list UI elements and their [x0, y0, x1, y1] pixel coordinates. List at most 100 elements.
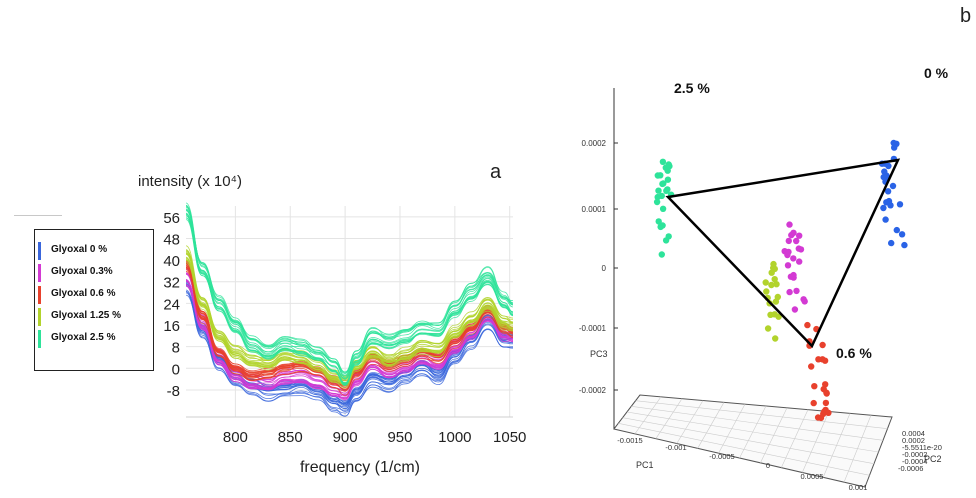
pca-point-2-5-15	[659, 205, 667, 212]
pca-point-2-5-0	[655, 218, 662, 225]
pc2-axis-label: PC2	[924, 454, 942, 464]
centroid-triangle	[665, 158, 901, 349]
legend-item-0: Glyoxal 0 %	[35, 242, 153, 260]
pca-point-0-6-15	[821, 357, 829, 364]
spectrum-glyoxal-1-25-13	[185, 259, 514, 389]
pca-point-0-6-14	[804, 321, 811, 329]
y-tick-8: -8	[167, 383, 180, 400]
pc1-tick-0: -0.0015	[617, 436, 642, 445]
legend-label-2: Glyoxal 0.6 %	[51, 288, 116, 299]
floor-plane	[613, 394, 893, 488]
pca-tick-labels: 0.0002 0.0001 0 -0.0001 -0.0002 -0.0015 -0.001…	[579, 139, 942, 492]
pca-point-0-16	[890, 139, 897, 147]
spectrum-glyoxal-0-3-17	[185, 286, 514, 399]
pca-point-2-5-18	[659, 158, 667, 165]
legend-label-3: Glyoxal 1.25 %	[51, 310, 122, 321]
pca-point-2-5-13	[659, 180, 666, 188]
x-tick-1050: 1050	[493, 429, 526, 446]
floor-grid-b-2	[622, 417, 875, 464]
pc2-tick-4: -0.0004	[902, 457, 927, 466]
pca-point-0-6-2	[822, 381, 829, 388]
pca-point-0-3-14	[800, 296, 807, 303]
y-tick-24: 24	[163, 296, 180, 313]
y-tick-16: 16	[163, 318, 180, 335]
series-glyoxal-2-5	[185, 202, 514, 387]
spectrum-glyoxal-2-5-10	[185, 210, 514, 380]
pca-point-0-6-5	[822, 399, 830, 407]
y-tick-40: 40	[163, 253, 180, 270]
legend-swatch-1	[38, 264, 41, 282]
pca-group-1-25	[762, 260, 782, 342]
pca-point-0-6-7	[814, 414, 822, 421]
pca-point-1-25-6	[764, 325, 772, 332]
floor-grid-b-5	[635, 400, 888, 429]
pca-point-0-6	[885, 162, 892, 170]
pca-point-1-25-3	[771, 276, 778, 283]
floor-grid-b-4	[631, 406, 884, 441]
pca-point-1-25-15	[772, 335, 779, 342]
spectrum-glyoxal-2-5-15	[185, 202, 514, 373]
spectrum-glyoxal-2-5-17	[185, 206, 514, 376]
pca-point-0-3-1	[784, 262, 792, 269]
pca-point-2-5-14	[664, 176, 672, 183]
y-tick-32: 32	[163, 275, 180, 292]
pca-point-1-25-12	[763, 288, 770, 295]
pca-point-0-6-1	[808, 363, 815, 370]
legend-item-3: Glyoxal 1.25 %	[35, 308, 153, 326]
pc2-tick-1: 0.0002	[902, 436, 925, 445]
floor-grid-b-3	[626, 411, 879, 453]
legend-label-4: Glyoxal 2.5 %	[51, 332, 116, 343]
pca-point-0-3-5	[791, 306, 799, 313]
pca-point-0-6-19	[825, 409, 832, 416]
pca-point-2-5-22	[657, 223, 664, 231]
pca-point-0-18	[881, 168, 888, 175]
group-label-0-6: 0.6 %	[836, 345, 872, 361]
pca-point-0-6-20	[811, 383, 818, 390]
x-tick-1000: 1000	[438, 429, 471, 446]
pca-point-1-25-10	[768, 281, 775, 289]
pc1-tick-5: 0.001	[849, 483, 868, 492]
spectra-series	[185, 202, 514, 417]
spectrum-glyoxal-2-5-16	[185, 214, 514, 386]
legend-hairline	[14, 215, 62, 216]
spectrum-glyoxal-0-13	[185, 294, 514, 417]
y-tick-0: 0	[172, 361, 180, 378]
pca-point-0-6-21	[823, 389, 830, 396]
legend-item-1: Glyoxal 0.3%	[35, 264, 153, 282]
pca-point-0-3-0	[793, 287, 800, 295]
pca-point-1-25-14	[771, 311, 778, 318]
pca-point-0-3-21	[790, 229, 797, 236]
pca-point-1-25-0	[762, 279, 769, 286]
pca-point-0-21	[889, 182, 897, 190]
pca-point-2-5-20	[664, 186, 671, 193]
spectrum-glyoxal-0-6-13	[185, 269, 514, 396]
x-axis-label: frequency (1/cm)	[300, 459, 420, 476]
pca-points	[653, 139, 908, 422]
x-tick-800: 800	[223, 429, 248, 446]
x-tick-labels: 800 850 900 950 1000 1050	[223, 429, 527, 446]
pc1-tick-2: -0.0005	[709, 452, 734, 461]
legend-label-1: Glyoxal 0.3%	[51, 266, 113, 277]
pca-point-2-5-19	[653, 198, 661, 206]
pca-point-0-6-4	[810, 399, 817, 407]
pca-point-0-11	[901, 241, 908, 249]
legend: Glyoxal 0 % Glyoxal 0.3% Glyoxal 0.6 % G…	[34, 229, 154, 371]
x-tick-950: 950	[387, 429, 412, 446]
pc3-tick-1: 0.0001	[582, 205, 607, 214]
pca-axes-box	[613, 88, 641, 430]
pca-point-2-5-23	[654, 172, 661, 179]
pc3-tick-3: -0.0001	[579, 324, 607, 333]
pca-point-0-5	[896, 201, 904, 208]
pca-group-0-3	[781, 221, 808, 313]
pca-point-0-23	[883, 199, 890, 206]
pca-point-0-6-16	[815, 356, 822, 363]
legend-item-2: Glyoxal 0.6 %	[35, 286, 153, 304]
pca-point-0-3-16	[786, 288, 793, 296]
pca-point-0-19	[884, 188, 892, 195]
pca-3d-chart: 0.0002 0.0001 0 -0.0001 -0.0002 -0.0015 -0.001…	[579, 5, 971, 492]
pca-point-2-5-12	[654, 193, 661, 201]
pc2-tick-5: -0.0006	[898, 464, 923, 473]
pca-point-0-14	[880, 204, 887, 212]
panel-letter-a: a	[490, 161, 502, 183]
